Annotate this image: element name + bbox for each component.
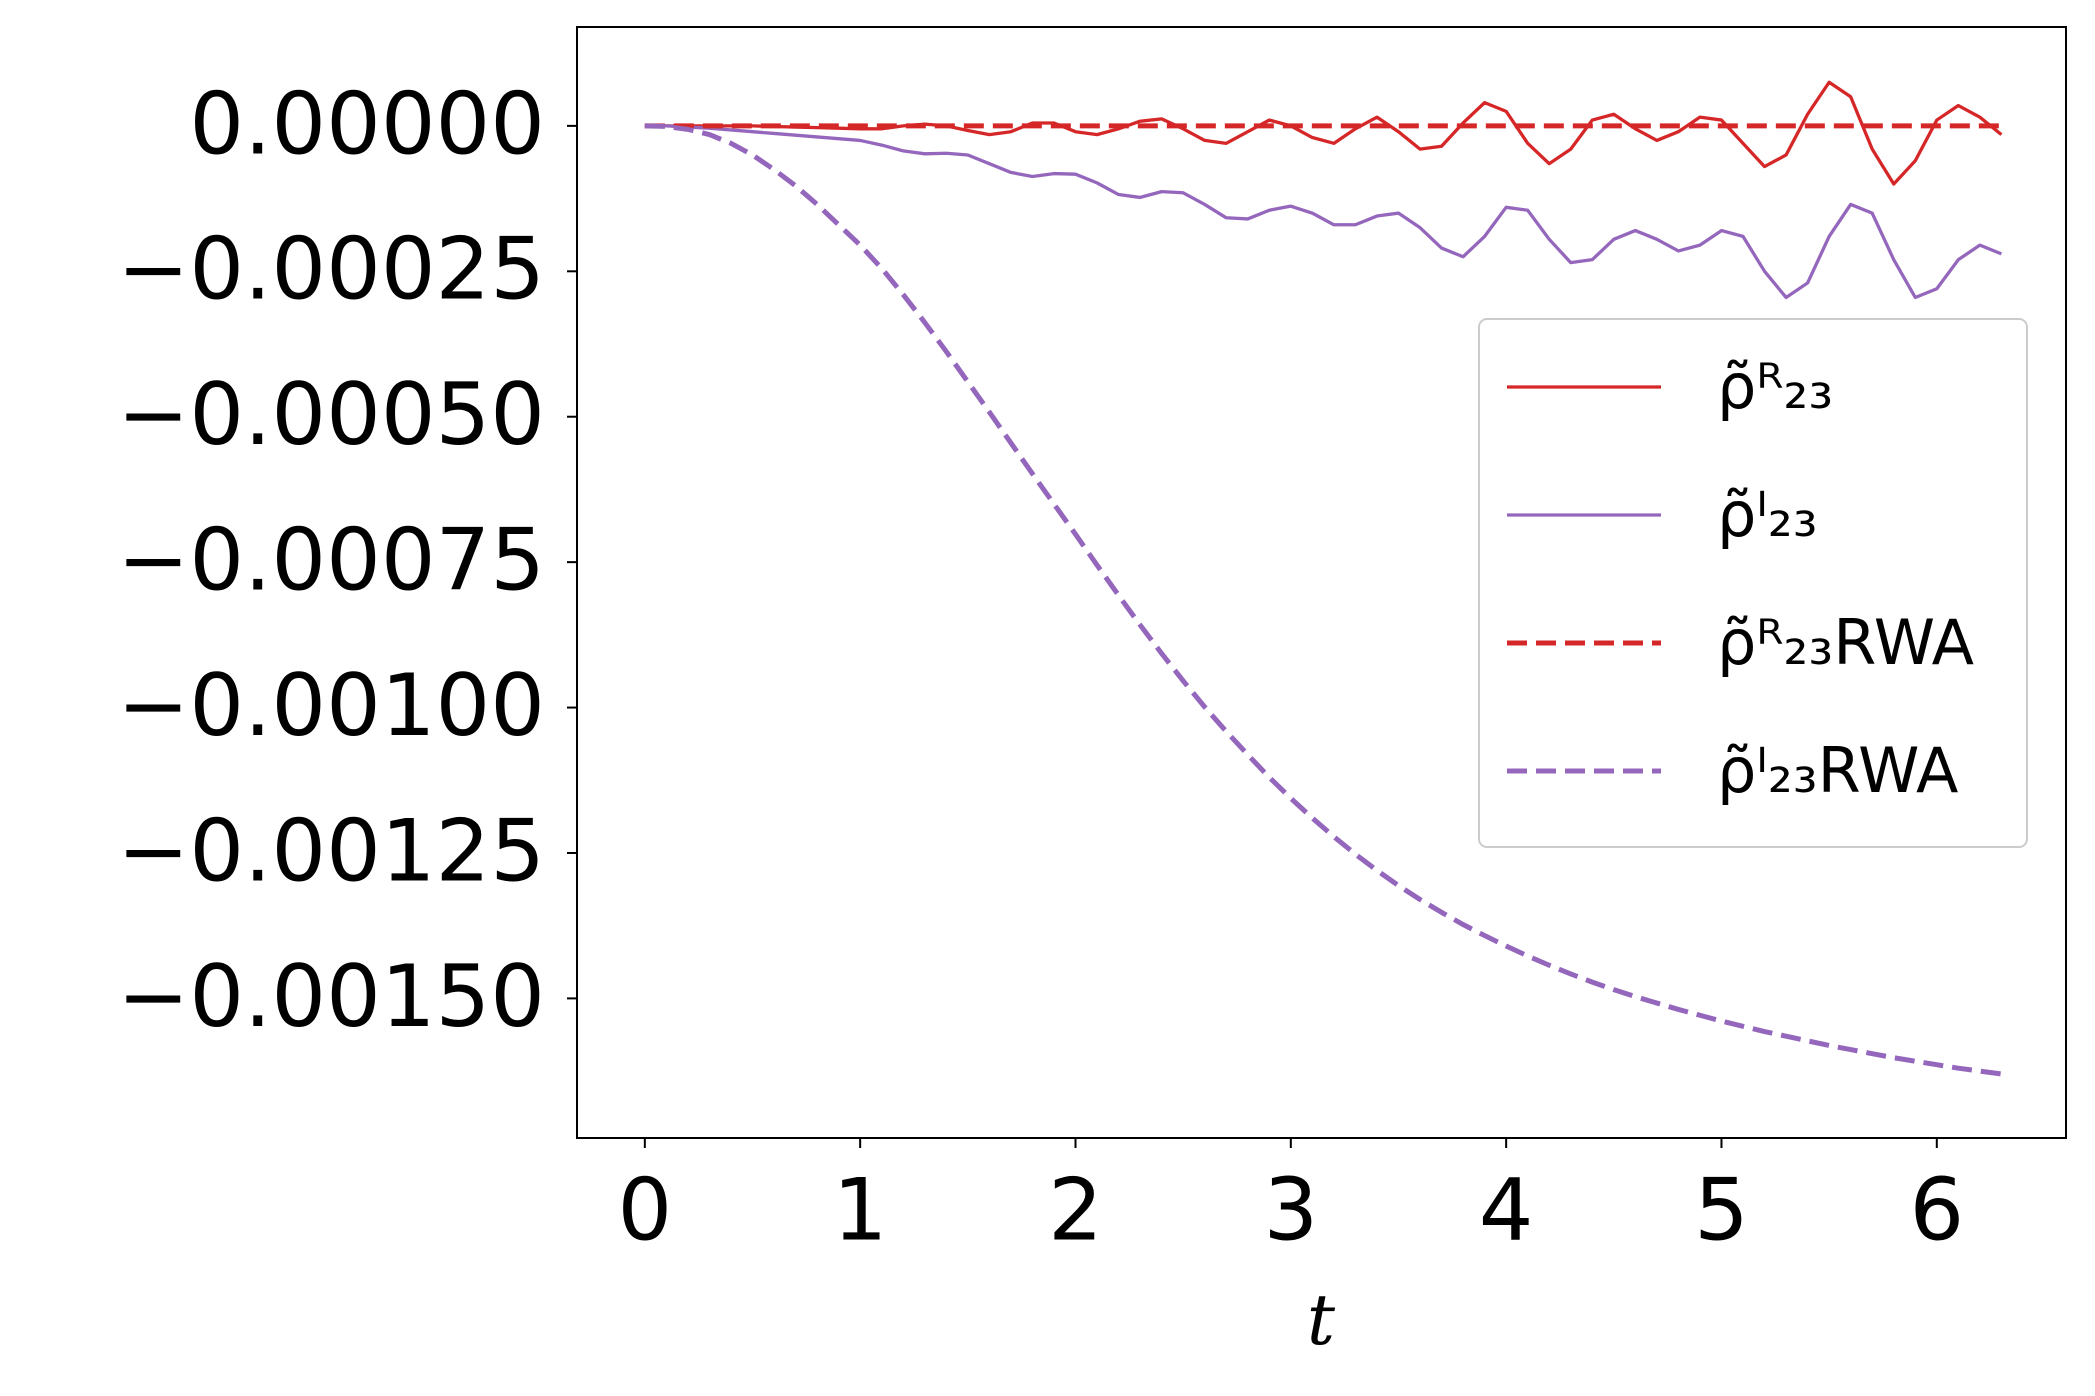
x-tick-label: 5 — [1694, 1160, 1749, 1260]
y-tick-label: −0.00100 — [117, 656, 545, 756]
x-tick-label: 3 — [1263, 1160, 1318, 1260]
x-tick-label: 0 — [617, 1160, 672, 1260]
x-tick-label: 4 — [1479, 1160, 1534, 1260]
y-tick-label: 0.00000 — [189, 74, 545, 174]
legend-box — [1478, 318, 2028, 848]
y-tick-label: −0.00025 — [117, 220, 545, 320]
line — [644, 124, 2003, 300]
x-tick-label: 2 — [1048, 1160, 1103, 1260]
legend-label: ρ̃ᴵ₂₃ — [1717, 478, 1818, 551]
y-tick-label: −0.00050 — [117, 365, 545, 465]
legend-label: ρ̃ᴿ₂₃RWA — [1717, 606, 1974, 679]
y-tick-label: −0.00075 — [117, 511, 545, 611]
x-axis-label: t — [1307, 1279, 1336, 1361]
legend-label: ρ̃ᴵ₂₃RWA — [1717, 734, 1958, 807]
y-tick-label: −0.00150 — [117, 947, 545, 1047]
x-tick-label: 1 — [833, 1160, 888, 1260]
dashed-line — [644, 123, 2002, 1077]
legend-label: ρ̃ᴿ₂₃ — [1717, 350, 1833, 423]
line — [644, 80, 2003, 186]
plot-frame — [576, 26, 2067, 1139]
x-tick-label: 6 — [1909, 1160, 1964, 1260]
y-tick-label: −0.00125 — [117, 801, 545, 901]
